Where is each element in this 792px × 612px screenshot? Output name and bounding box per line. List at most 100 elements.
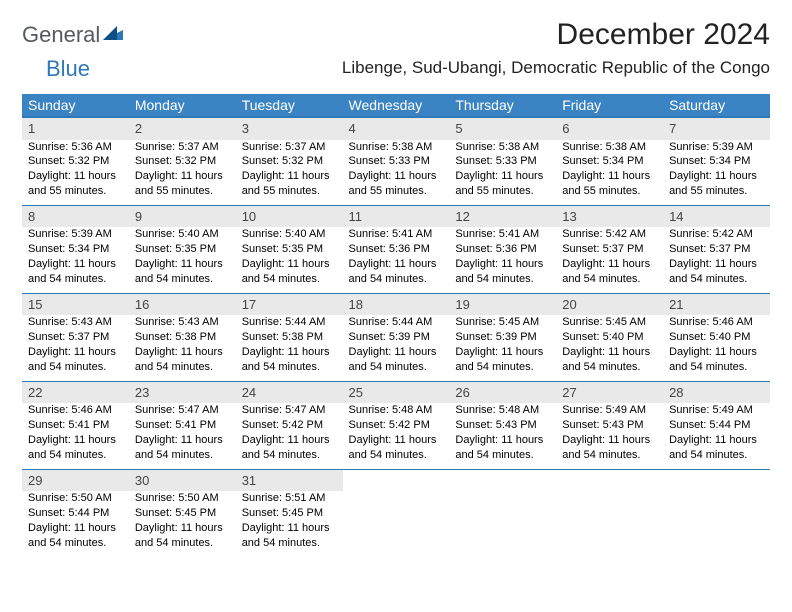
daylight-text: Daylight: 11 hours and 55 minutes. [242,169,337,199]
sunset-text: Sunset: 5:34 PM [562,154,657,169]
day-number: 31 [236,469,343,491]
sunrise-text: Sunrise: 5:37 AM [242,140,337,155]
sunset-text: Sunset: 5:38 PM [135,330,230,345]
day-number-row: 293031 [22,469,770,491]
day-cell: Sunrise: 5:44 AMSunset: 5:39 PMDaylight:… [343,315,450,381]
day-cell: Sunrise: 5:37 AMSunset: 5:32 PMDaylight:… [129,140,236,206]
day-cell [663,491,770,556]
day-number: 24 [236,381,343,403]
day-number: 1 [22,117,129,140]
daylight-text: Daylight: 11 hours and 55 minutes. [669,169,764,199]
day-cell: Sunrise: 5:49 AMSunset: 5:43 PMDaylight:… [556,403,663,469]
day-number: 19 [449,293,556,315]
day-number: 16 [129,293,236,315]
daylight-text: Daylight: 11 hours and 54 minutes. [455,257,550,287]
sunrise-text: Sunrise: 5:40 AM [135,227,230,242]
sunrise-text: Sunrise: 5:49 AM [562,403,657,418]
day-number: 10 [236,205,343,227]
day-number-row: 891011121314 [22,205,770,227]
day-detail-row: Sunrise: 5:39 AMSunset: 5:34 PMDaylight:… [22,227,770,293]
day-number: 21 [663,293,770,315]
weekday-header: Monday [129,94,236,117]
daylight-text: Daylight: 11 hours and 54 minutes. [349,345,444,375]
sunset-text: Sunset: 5:43 PM [562,418,657,433]
sunrise-text: Sunrise: 5:50 AM [135,491,230,506]
sunset-text: Sunset: 5:32 PM [28,154,123,169]
sunset-text: Sunset: 5:39 PM [455,330,550,345]
day-cell: Sunrise: 5:50 AMSunset: 5:44 PMDaylight:… [22,491,129,556]
title-block: December 2024 Libenge, Sud-Ubangi, Democ… [342,18,770,78]
weekday-header: Wednesday [343,94,450,117]
sunrise-text: Sunrise: 5:37 AM [135,140,230,155]
day-cell: Sunrise: 5:43 AMSunset: 5:38 PMDaylight:… [129,315,236,381]
day-number: 2 [129,117,236,140]
day-cell: Sunrise: 5:36 AMSunset: 5:32 PMDaylight:… [22,140,129,206]
sunrise-text: Sunrise: 5:43 AM [135,315,230,330]
daylight-text: Daylight: 11 hours and 54 minutes. [455,433,550,463]
daylight-text: Daylight: 11 hours and 54 minutes. [28,345,123,375]
logo-text-blue: Blue [46,56,90,82]
weekday-header: Friday [556,94,663,117]
logo-mark-icon [103,24,123,47]
sunrise-text: Sunrise: 5:45 AM [562,315,657,330]
sunrise-text: Sunrise: 5:47 AM [242,403,337,418]
sunset-text: Sunset: 5:32 PM [242,154,337,169]
daylight-text: Daylight: 11 hours and 55 minutes. [562,169,657,199]
daylight-text: Daylight: 11 hours and 54 minutes. [562,433,657,463]
location: Libenge, Sud-Ubangi, Democratic Republic… [342,58,770,78]
sunset-text: Sunset: 5:41 PM [135,418,230,433]
day-detail-row: Sunrise: 5:43 AMSunset: 5:37 PMDaylight:… [22,315,770,381]
sunset-text: Sunset: 5:40 PM [562,330,657,345]
sunset-text: Sunset: 5:36 PM [349,242,444,257]
sunrise-text: Sunrise: 5:41 AM [349,227,444,242]
daylight-text: Daylight: 11 hours and 54 minutes. [135,433,230,463]
day-cell: Sunrise: 5:50 AMSunset: 5:45 PMDaylight:… [129,491,236,556]
day-cell: Sunrise: 5:40 AMSunset: 5:35 PMDaylight:… [129,227,236,293]
day-number: 26 [449,381,556,403]
sunrise-text: Sunrise: 5:38 AM [455,140,550,155]
sunset-text: Sunset: 5:40 PM [669,330,764,345]
sunset-text: Sunset: 5:44 PM [669,418,764,433]
daylight-text: Daylight: 11 hours and 55 minutes. [349,169,444,199]
sunset-text: Sunset: 5:34 PM [669,154,764,169]
day-number: 4 [343,117,450,140]
sunrise-text: Sunrise: 5:38 AM [349,140,444,155]
day-cell: Sunrise: 5:39 AMSunset: 5:34 PMDaylight:… [663,140,770,206]
daylight-text: Daylight: 11 hours and 54 minutes. [28,521,123,551]
sunrise-text: Sunrise: 5:48 AM [455,403,550,418]
day-number: 9 [129,205,236,227]
day-cell: Sunrise: 5:51 AMSunset: 5:45 PMDaylight:… [236,491,343,556]
daylight-text: Daylight: 11 hours and 54 minutes. [242,521,337,551]
day-cell: Sunrise: 5:41 AMSunset: 5:36 PMDaylight:… [343,227,450,293]
daylight-text: Daylight: 11 hours and 54 minutes. [242,345,337,375]
daylight-text: Daylight: 11 hours and 54 minutes. [349,433,444,463]
day-cell: Sunrise: 5:46 AMSunset: 5:40 PMDaylight:… [663,315,770,381]
sunset-text: Sunset: 5:35 PM [135,242,230,257]
day-cell [556,491,663,556]
sunrise-text: Sunrise: 5:38 AM [562,140,657,155]
sunset-text: Sunset: 5:35 PM [242,242,337,257]
day-number: 23 [129,381,236,403]
sunrise-text: Sunrise: 5:40 AM [242,227,337,242]
day-number: 18 [343,293,450,315]
weekday-header: Saturday [663,94,770,117]
weekday-header: Tuesday [236,94,343,117]
day-number: 5 [449,117,556,140]
day-detail-row: Sunrise: 5:46 AMSunset: 5:41 PMDaylight:… [22,403,770,469]
daylight-text: Daylight: 11 hours and 54 minutes. [28,433,123,463]
day-number-row: 1234567 [22,117,770,140]
sunset-text: Sunset: 5:36 PM [455,242,550,257]
sunset-text: Sunset: 5:33 PM [349,154,444,169]
day-cell: Sunrise: 5:39 AMSunset: 5:34 PMDaylight:… [22,227,129,293]
sunrise-text: Sunrise: 5:45 AM [455,315,550,330]
sunset-text: Sunset: 5:43 PM [455,418,550,433]
day-number: 27 [556,381,663,403]
daylight-text: Daylight: 11 hours and 55 minutes. [135,169,230,199]
day-cell: Sunrise: 5:37 AMSunset: 5:32 PMDaylight:… [236,140,343,206]
daylight-text: Daylight: 11 hours and 54 minutes. [669,257,764,287]
day-cell: Sunrise: 5:46 AMSunset: 5:41 PMDaylight:… [22,403,129,469]
daylight-text: Daylight: 11 hours and 54 minutes. [349,257,444,287]
sunset-text: Sunset: 5:39 PM [349,330,444,345]
sunset-text: Sunset: 5:42 PM [242,418,337,433]
sunrise-text: Sunrise: 5:50 AM [28,491,123,506]
